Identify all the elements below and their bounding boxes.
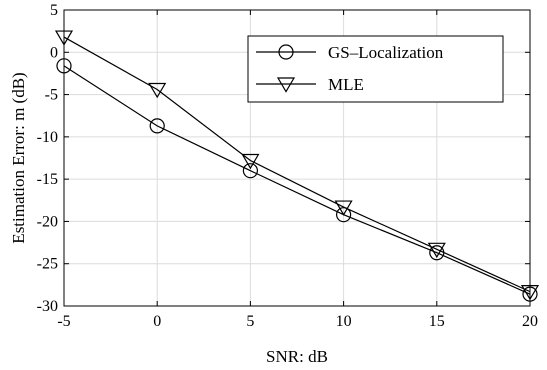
legend-label: MLE <box>328 75 364 94</box>
series-2 <box>54 30 540 301</box>
data-point <box>522 286 538 302</box>
data-point <box>148 82 167 99</box>
y-axis-label: Estimation Error: m (dB) <box>9 72 28 243</box>
data-point <box>334 200 353 216</box>
data-point <box>520 285 540 301</box>
x-tick-label: -5 <box>57 313 70 330</box>
series-line <box>63 36 531 293</box>
y-tick-label: -30 <box>37 298 58 315</box>
x-tick-label: 20 <box>522 313 538 330</box>
legend-label: GS–Localization <box>328 43 444 62</box>
data-point <box>242 163 258 179</box>
data-point <box>54 30 74 46</box>
legend-entry: MLE <box>256 75 364 94</box>
data-point <box>56 58 72 74</box>
y-tick-label: -20 <box>37 213 58 230</box>
data-point <box>149 118 165 134</box>
y-tick-label: -15 <box>37 171 58 188</box>
y-tick-label: -5 <box>45 87 58 104</box>
series-layer <box>54 30 540 302</box>
data-point <box>427 242 446 259</box>
y-tick-label: -25 <box>37 256 58 273</box>
x-tick-label: 0 <box>153 313 161 330</box>
y-tick-label: -10 <box>37 129 58 146</box>
series-line <box>63 65 531 295</box>
y-tick-label: 0 <box>50 44 58 61</box>
legend-marker <box>278 44 294 60</box>
legend: GS–Localization MLE <box>247 35 504 103</box>
x-tick-label: 10 <box>336 313 352 330</box>
data-point <box>241 153 260 170</box>
legend-entry: GS–Localization <box>256 43 444 62</box>
x-tick-label: 15 <box>429 313 445 330</box>
legend-marker <box>276 77 296 93</box>
x-tick-label: 5 <box>246 313 254 330</box>
y-tick-label: 5 <box>50 2 58 19</box>
plot-area-frame <box>63 9 531 307</box>
axis-ticks: -5 0 5 10 15 20 5 0 -5 -10 -15 -20 -25 -30 <box>37 2 538 330</box>
x-axis-label: SNR: dB <box>266 347 328 366</box>
